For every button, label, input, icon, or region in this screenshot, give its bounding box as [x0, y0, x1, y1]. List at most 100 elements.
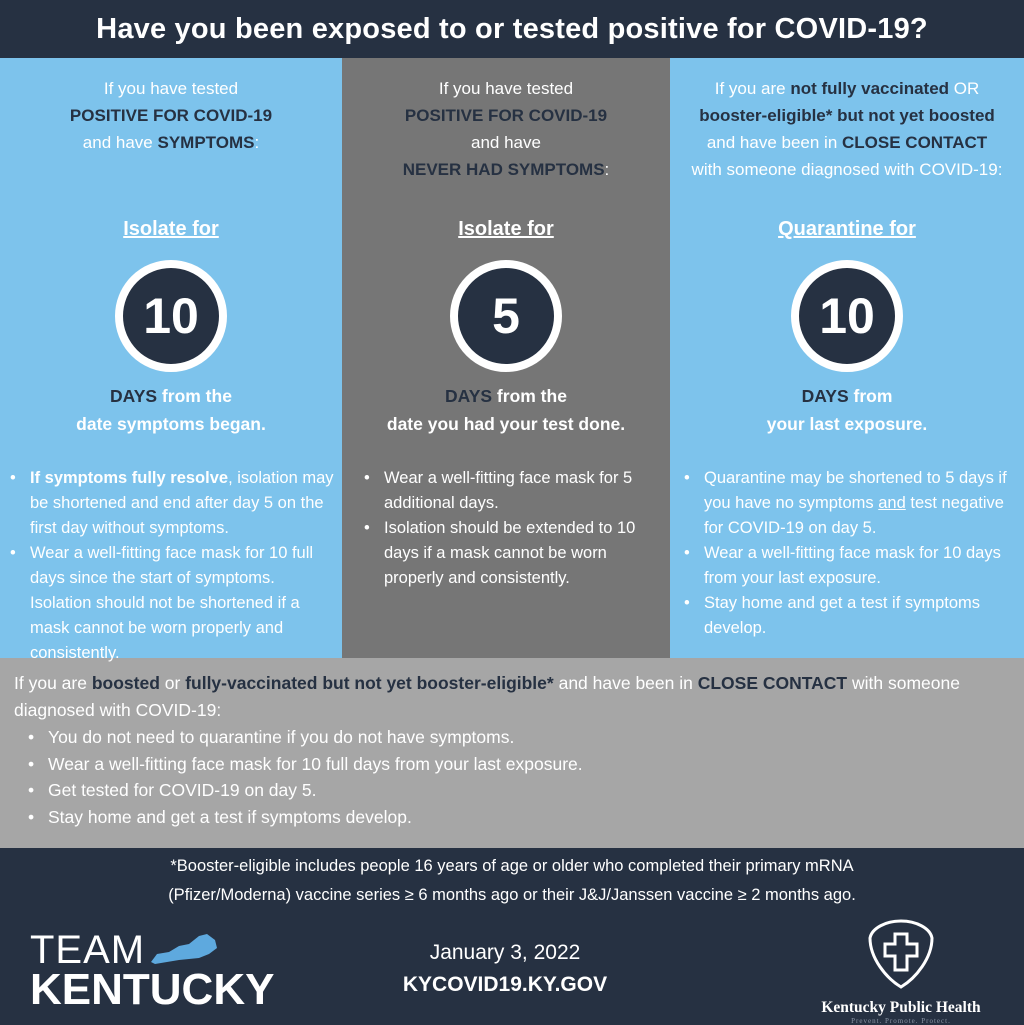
booster-note: *Booster-eligible includes people 16 yea… [0, 848, 1024, 910]
text-segment: POSITIVE FOR COVID-19 [404, 106, 608, 125]
text-segment: with someone diagnosed with COVID-19: [691, 160, 1003, 179]
days-line: date symptoms began. [0, 410, 342, 438]
text-segment: CLOSE CONTACT [697, 673, 848, 693]
days-line: DAYS from the [342, 382, 670, 410]
list-item: Isolation should be extended to 10 days … [364, 516, 662, 591]
intro-line: If you have tested [342, 75, 670, 102]
text-segment: DAYS [110, 386, 158, 406]
days-line: date you had your test done. [342, 410, 670, 438]
text-segment: OR [949, 79, 980, 98]
text-segment: Stay home and get a test if symptoms dev… [704, 594, 981, 637]
text-segment: If you have tested [103, 79, 239, 98]
website-link[interactable]: KYCOVID19.KY.GOV [402, 973, 608, 996]
text-segment: not fully vaccinated [790, 79, 950, 98]
bullet-list: If symptoms fully resolve, isolation may… [0, 466, 342, 666]
list-item: Wear a well-fitting face mask for 10 ful… [10, 541, 334, 666]
day-count-circle: 5 [450, 260, 562, 372]
text-segment: Wear a well-fitting face mask for 10 day… [704, 544, 1001, 587]
booster-note-line2: (Pfizer/Moderna) vaccine series ≥ 6 mont… [168, 886, 856, 904]
guidance-columns: If you have tested POSITIVE FOR COVID-19 a… [0, 58, 1024, 662]
booster-note-line1: *Booster-eligible includes people 16 yea… [170, 857, 854, 875]
team-kentucky-logo: TEAM KENTUCKY [30, 928, 275, 1014]
list-item: Stay home and get a test if symptoms dev… [28, 804, 1010, 831]
text-segment: and have [82, 133, 158, 152]
list-item: Get tested for COVID-19 on day 5. [28, 777, 1010, 804]
text-segment: booster-eligible* but not yet boosted [699, 106, 995, 125]
intro-line: and have [342, 129, 670, 156]
text-segment: NEVER HAD SYMPTOMS [402, 160, 605, 179]
text-segment: test negative for COVID-19 on day 5. [704, 494, 1004, 537]
list-item: Wear a well-fitting face mask for 10 day… [684, 541, 1016, 591]
days-line: DAYS from the [0, 382, 342, 410]
action-label: Quarantine for [778, 218, 916, 240]
text-segment: CLOSE CONTACT [842, 133, 988, 152]
text-segment: : [254, 133, 260, 152]
list-item: Wear a well-fitting face mask for 10 ful… [28, 751, 1010, 778]
text-segment: from the [492, 386, 567, 406]
text-segment: your last exposure. [766, 414, 928, 434]
text-segment: from [848, 386, 893, 406]
text-segment: SYMPTOMS [157, 133, 255, 152]
text-segment: with someone diagnosed with COVID-19: [14, 673, 960, 720]
intro-line: If you are not fully vaccinated OR [670, 75, 1024, 102]
day-count-circle: 10 [791, 260, 903, 372]
days-line: your last exposure. [670, 410, 1024, 438]
boosted-bullets: You do not need to quarantine if you do … [14, 724, 1010, 830]
list-item: Stay home and get a test if symptoms dev… [684, 591, 1016, 641]
text-segment: boosted [91, 673, 160, 693]
text-segment: fully-vaccinated but not yet booster-eli… [185, 673, 554, 693]
footer: *Booster-eligible includes people 16 yea… [0, 848, 1024, 1025]
page-title: Have you been exposed to or tested posit… [0, 0, 1024, 58]
text-segment: Wear a well-fitting face mask for 5 addi… [384, 469, 633, 512]
text-segment: DAYS [801, 386, 849, 406]
intro-text: If you are not fully vaccinated OR booste… [670, 75, 1024, 211]
text-segment: Isolation should be extended to 10 days … [384, 519, 636, 587]
bullet-list: Wear a well-fitting face mask for 5 addi… [342, 466, 670, 591]
text-segment: and have [471, 133, 541, 152]
publish-date: January 3, 2022 [429, 941, 581, 964]
column-close-contact-unvaccinated: If you are not fully vaccinated OR booste… [670, 58, 1024, 658]
text-segment: from the [157, 386, 232, 406]
text-segment: If you are [14, 673, 92, 693]
text-segment: and [878, 494, 906, 512]
kph-tagline: Prevent. Promote. Protect. [851, 1017, 951, 1025]
intro-text: If you have tested POSITIVE FOR COVID-19 a… [342, 75, 670, 211]
text-segment: If you have tested [438, 79, 574, 98]
days-line: DAYS from [670, 382, 1024, 410]
text-segment: and have been in [553, 673, 698, 693]
intro-line: and have SYMPTOMS: [0, 129, 342, 156]
list-item: If symptoms fully resolve, isolation may… [10, 466, 334, 541]
text-segment: If symptoms fully resolve [30, 469, 229, 487]
list-item: Wear a well-fitting face mask for 5 addi… [364, 466, 662, 516]
day-count-circle: 10 [115, 260, 227, 372]
team-kentucky-logo-line1: TEAM [30, 928, 146, 972]
action-label: Isolate for [458, 218, 554, 240]
text-segment: date symptoms began. [76, 414, 266, 434]
days-caption: DAYS from your last exposure. [670, 382, 1024, 438]
days-caption: DAYS from the date you had your test done… [342, 382, 670, 438]
text-segment: DAYS [445, 386, 493, 406]
team-kentucky-logo-line2: KENTUCKY [30, 965, 275, 1014]
intro-line: with someone diagnosed with COVID-19: [670, 156, 1024, 183]
intro-line: POSITIVE FOR COVID-19 [342, 102, 670, 129]
intro-text: If you have tested POSITIVE FOR COVID-19 a… [0, 75, 342, 211]
list-item: You do not need to quarantine if you do … [28, 724, 1010, 751]
action-label: Isolate for [123, 218, 219, 240]
text-segment: and have been in [706, 133, 843, 152]
list-item: Quarantine may be shortened to 5 days if… [684, 466, 1016, 541]
footer-center: January 3, 2022 KYCOVID19.KY.GOV [360, 938, 650, 1002]
intro-line: If you have tested [0, 75, 342, 102]
column-positive-symptoms: If you have tested POSITIVE FOR COVID-19 a… [0, 58, 342, 662]
text-segment: date you had your test done. [386, 414, 626, 434]
text-segment: Wear a well-fitting face mask for 10 ful… [30, 544, 314, 662]
text-segment: : [604, 160, 610, 179]
boosted-section: If you are boosted or fully-vaccinated b… [0, 658, 1024, 848]
text-segment: , isolation may be shortened and end aft… [30, 469, 334, 537]
days-caption: DAYS from the date symptoms began. [0, 382, 342, 438]
text-segment: POSITIVE FOR COVID-19 [69, 106, 273, 125]
intro-line: POSITIVE FOR COVID-19 [0, 102, 342, 129]
boosted-intro: If you are boosted or fully-vaccinated b… [14, 670, 1010, 723]
shield-cross-icon [868, 919, 934, 989]
intro-line: NEVER HAD SYMPTOMS: [342, 156, 670, 183]
text-segment: or [159, 673, 186, 693]
